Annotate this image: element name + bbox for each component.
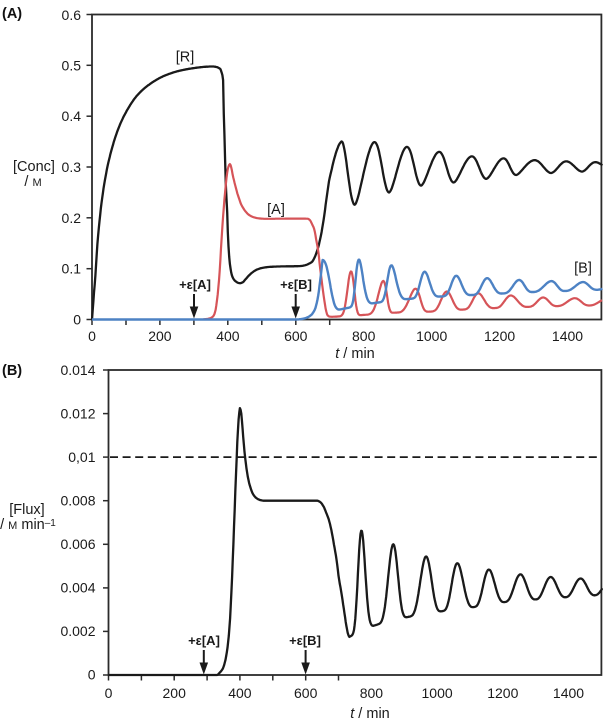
svg-text:0.006: 0.006 (60, 536, 95, 552)
svg-text:600: 600 (294, 685, 318, 701)
svg-text:+ε[A]: +ε[A] (188, 633, 220, 648)
svg-text:1000: 1000 (422, 685, 453, 701)
svg-text:/ M min–1: / M min–1 (0, 517, 56, 533)
svg-text:[R]: [R] (176, 50, 195, 66)
svg-text:0.2: 0.2 (62, 210, 82, 226)
svg-text:0.3: 0.3 (62, 159, 82, 175)
svg-text:0.014: 0.014 (60, 362, 95, 378)
svg-text:0: 0 (105, 685, 113, 701)
svg-text:200: 200 (163, 685, 187, 701)
svg-text:+ε[A]: +ε[A] (179, 277, 211, 292)
svg-text:200: 200 (148, 328, 172, 344)
svg-text:0.6: 0.6 (62, 7, 82, 23)
svg-text:0,01: 0,01 (68, 449, 95, 465)
svg-text:800: 800 (360, 685, 384, 701)
svg-text:800: 800 (352, 328, 376, 344)
svg-text:0: 0 (88, 328, 96, 344)
svg-text:(B): (B) (2, 363, 22, 379)
svg-text:[Conc]: [Conc] (13, 159, 55, 175)
svg-text:0.004: 0.004 (60, 579, 95, 595)
svg-text:0.002: 0.002 (60, 623, 95, 639)
svg-text:1400: 1400 (552, 328, 583, 344)
svg-text:0.1: 0.1 (62, 261, 82, 277)
svg-text:1400: 1400 (553, 685, 584, 701)
svg-text:0.4: 0.4 (62, 108, 82, 124)
svg-text:0: 0 (73, 312, 81, 328)
svg-text:t / min: t / min (350, 706, 389, 722)
svg-text:1200: 1200 (487, 685, 518, 701)
svg-text:+ε[B]: +ε[B] (280, 277, 312, 292)
svg-text:0.008: 0.008 (60, 492, 95, 508)
svg-text:0.012: 0.012 (60, 405, 95, 421)
svg-text:600: 600 (284, 328, 308, 344)
svg-text:0.5: 0.5 (62, 57, 82, 73)
svg-text:400: 400 (228, 685, 252, 701)
svg-text:1000: 1000 (416, 328, 447, 344)
svg-text:t / min: t / min (335, 346, 374, 362)
svg-text:1200: 1200 (484, 328, 515, 344)
svg-text:/ M: / M (24, 174, 41, 190)
svg-text:+ε[B]: +ε[B] (289, 633, 321, 648)
svg-text:400: 400 (216, 328, 240, 344)
svg-text:(A): (A) (2, 6, 22, 22)
svg-text:0: 0 (88, 667, 96, 683)
svg-text:[A]: [A] (267, 202, 285, 218)
svg-text:[B]: [B] (574, 261, 592, 277)
svg-text:[Flux]: [Flux] (9, 502, 44, 518)
